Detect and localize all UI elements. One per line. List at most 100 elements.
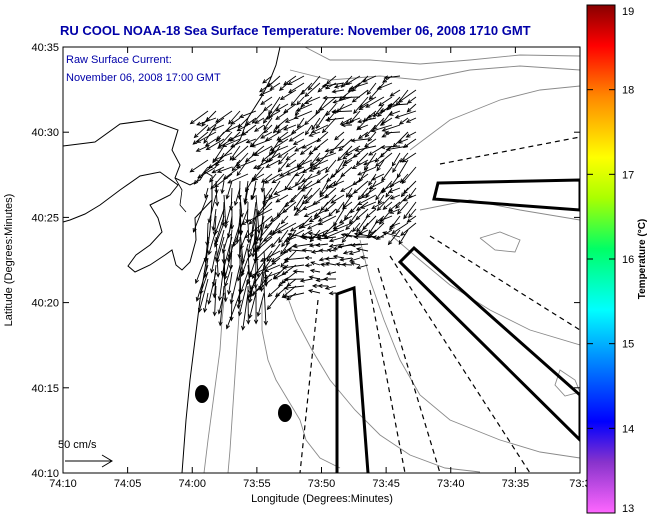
current-vector-head — [252, 176, 258, 181]
current-vector-head — [245, 121, 251, 126]
current-vector — [249, 201, 273, 225]
current-vector — [240, 271, 249, 293]
current-vector-head — [223, 297, 228, 303]
current-vector-head — [280, 279, 286, 284]
current-vector — [263, 187, 273, 200]
y-axis-label: Latitude (Degrees:Minutes) — [3, 194, 15, 327]
current-vector — [341, 233, 353, 238]
current-vector — [371, 201, 385, 209]
current-vector-head — [368, 181, 373, 186]
current-vector — [318, 215, 329, 222]
current-vector — [348, 187, 361, 198]
current-vector — [267, 292, 281, 310]
current-vector — [330, 194, 345, 204]
current-vector-head — [207, 218, 212, 224]
current-vector — [333, 222, 353, 231]
current-vector — [214, 152, 233, 161]
current-vector — [254, 243, 273, 261]
current-vector-head — [381, 127, 387, 132]
current-vector — [271, 257, 281, 265]
current-vector — [284, 194, 297, 208]
current-vector-head — [267, 82, 272, 88]
current-vector-head — [332, 225, 338, 230]
current-vector-head — [362, 78, 368, 83]
current-vector-head — [244, 157, 250, 163]
current-vector — [316, 110, 329, 129]
current-vector — [406, 131, 417, 138]
current-vector — [400, 173, 409, 183]
current-vector-head — [225, 324, 230, 330]
current-vector-head — [225, 194, 230, 200]
current-vector — [283, 103, 297, 113]
current-vector-head — [352, 227, 357, 233]
current-vector — [293, 194, 305, 211]
current-vector — [210, 173, 225, 190]
current-vector — [281, 215, 289, 224]
current-vector — [317, 82, 329, 93]
current-vector-head — [265, 163, 271, 168]
current-vector-head — [332, 246, 338, 251]
current-vector-head — [226, 233, 232, 239]
current-vector — [288, 82, 305, 93]
current-vector-head — [261, 157, 267, 162]
current-vector — [236, 159, 257, 168]
current-vector — [333, 96, 353, 103]
current-vector-head — [371, 176, 376, 181]
current-vector — [263, 285, 267, 325]
current-vector-head — [368, 151, 374, 156]
current-vector-head — [299, 150, 305, 155]
current-vector-head — [311, 125, 316, 131]
current-vector — [268, 96, 281, 115]
current-vector — [305, 187, 321, 204]
current-vector — [263, 257, 267, 283]
current-vector-head — [211, 169, 217, 174]
current-vector — [231, 159, 241, 171]
current-vector-head — [280, 219, 286, 225]
current-vector-head — [318, 257, 324, 262]
current-vector-head — [310, 261, 316, 266]
current-vector-head — [283, 126, 289, 131]
current-vector — [212, 124, 225, 131]
current-vector-head — [371, 205, 377, 210]
current-vector-head — [406, 107, 412, 113]
current-vector — [349, 257, 361, 262]
current-vector — [253, 173, 265, 181]
current-vector-head — [350, 243, 356, 248]
current-vector — [369, 180, 385, 190]
current-vector — [226, 292, 241, 329]
current-vector — [246, 117, 257, 126]
current-vector-head — [227, 136, 233, 141]
current-vector-head — [280, 250, 285, 255]
current-vector — [282, 285, 297, 298]
current-vector — [223, 271, 227, 302]
x-tick-label: 74:05 — [114, 478, 142, 490]
current-vector — [197, 166, 217, 179]
current-vector-head — [248, 292, 254, 297]
current-vector-head — [207, 164, 213, 169]
colorbar-label: Temperature (°C) — [637, 219, 648, 300]
current-vector-head — [303, 213, 309, 217]
x-tick-label: 73:50 — [308, 478, 336, 490]
current-vector — [382, 201, 393, 210]
current-vector-head — [377, 112, 382, 117]
current-vector-head — [398, 240, 403, 246]
current-vector — [335, 201, 345, 214]
current-vector-head — [280, 262, 285, 268]
current-vector — [357, 187, 369, 200]
current-vector — [244, 187, 249, 205]
current-vector-head — [252, 164, 258, 169]
current-vector-head — [357, 119, 363, 124]
current-vector-head — [266, 305, 272, 311]
current-vector-head — [340, 123, 346, 128]
current-vector — [342, 152, 353, 160]
sector-boundaries — [299, 136, 580, 473]
current-vector — [381, 166, 393, 182]
current-vector — [230, 117, 241, 125]
current-vector — [238, 117, 249, 128]
current-vector-head — [363, 161, 369, 166]
current-vector-head — [311, 283, 317, 289]
current-vector — [297, 117, 305, 129]
colorbar-tick-label: 13 — [622, 503, 634, 515]
current-vector-head — [308, 167, 314, 172]
current-vector-head — [355, 247, 361, 252]
